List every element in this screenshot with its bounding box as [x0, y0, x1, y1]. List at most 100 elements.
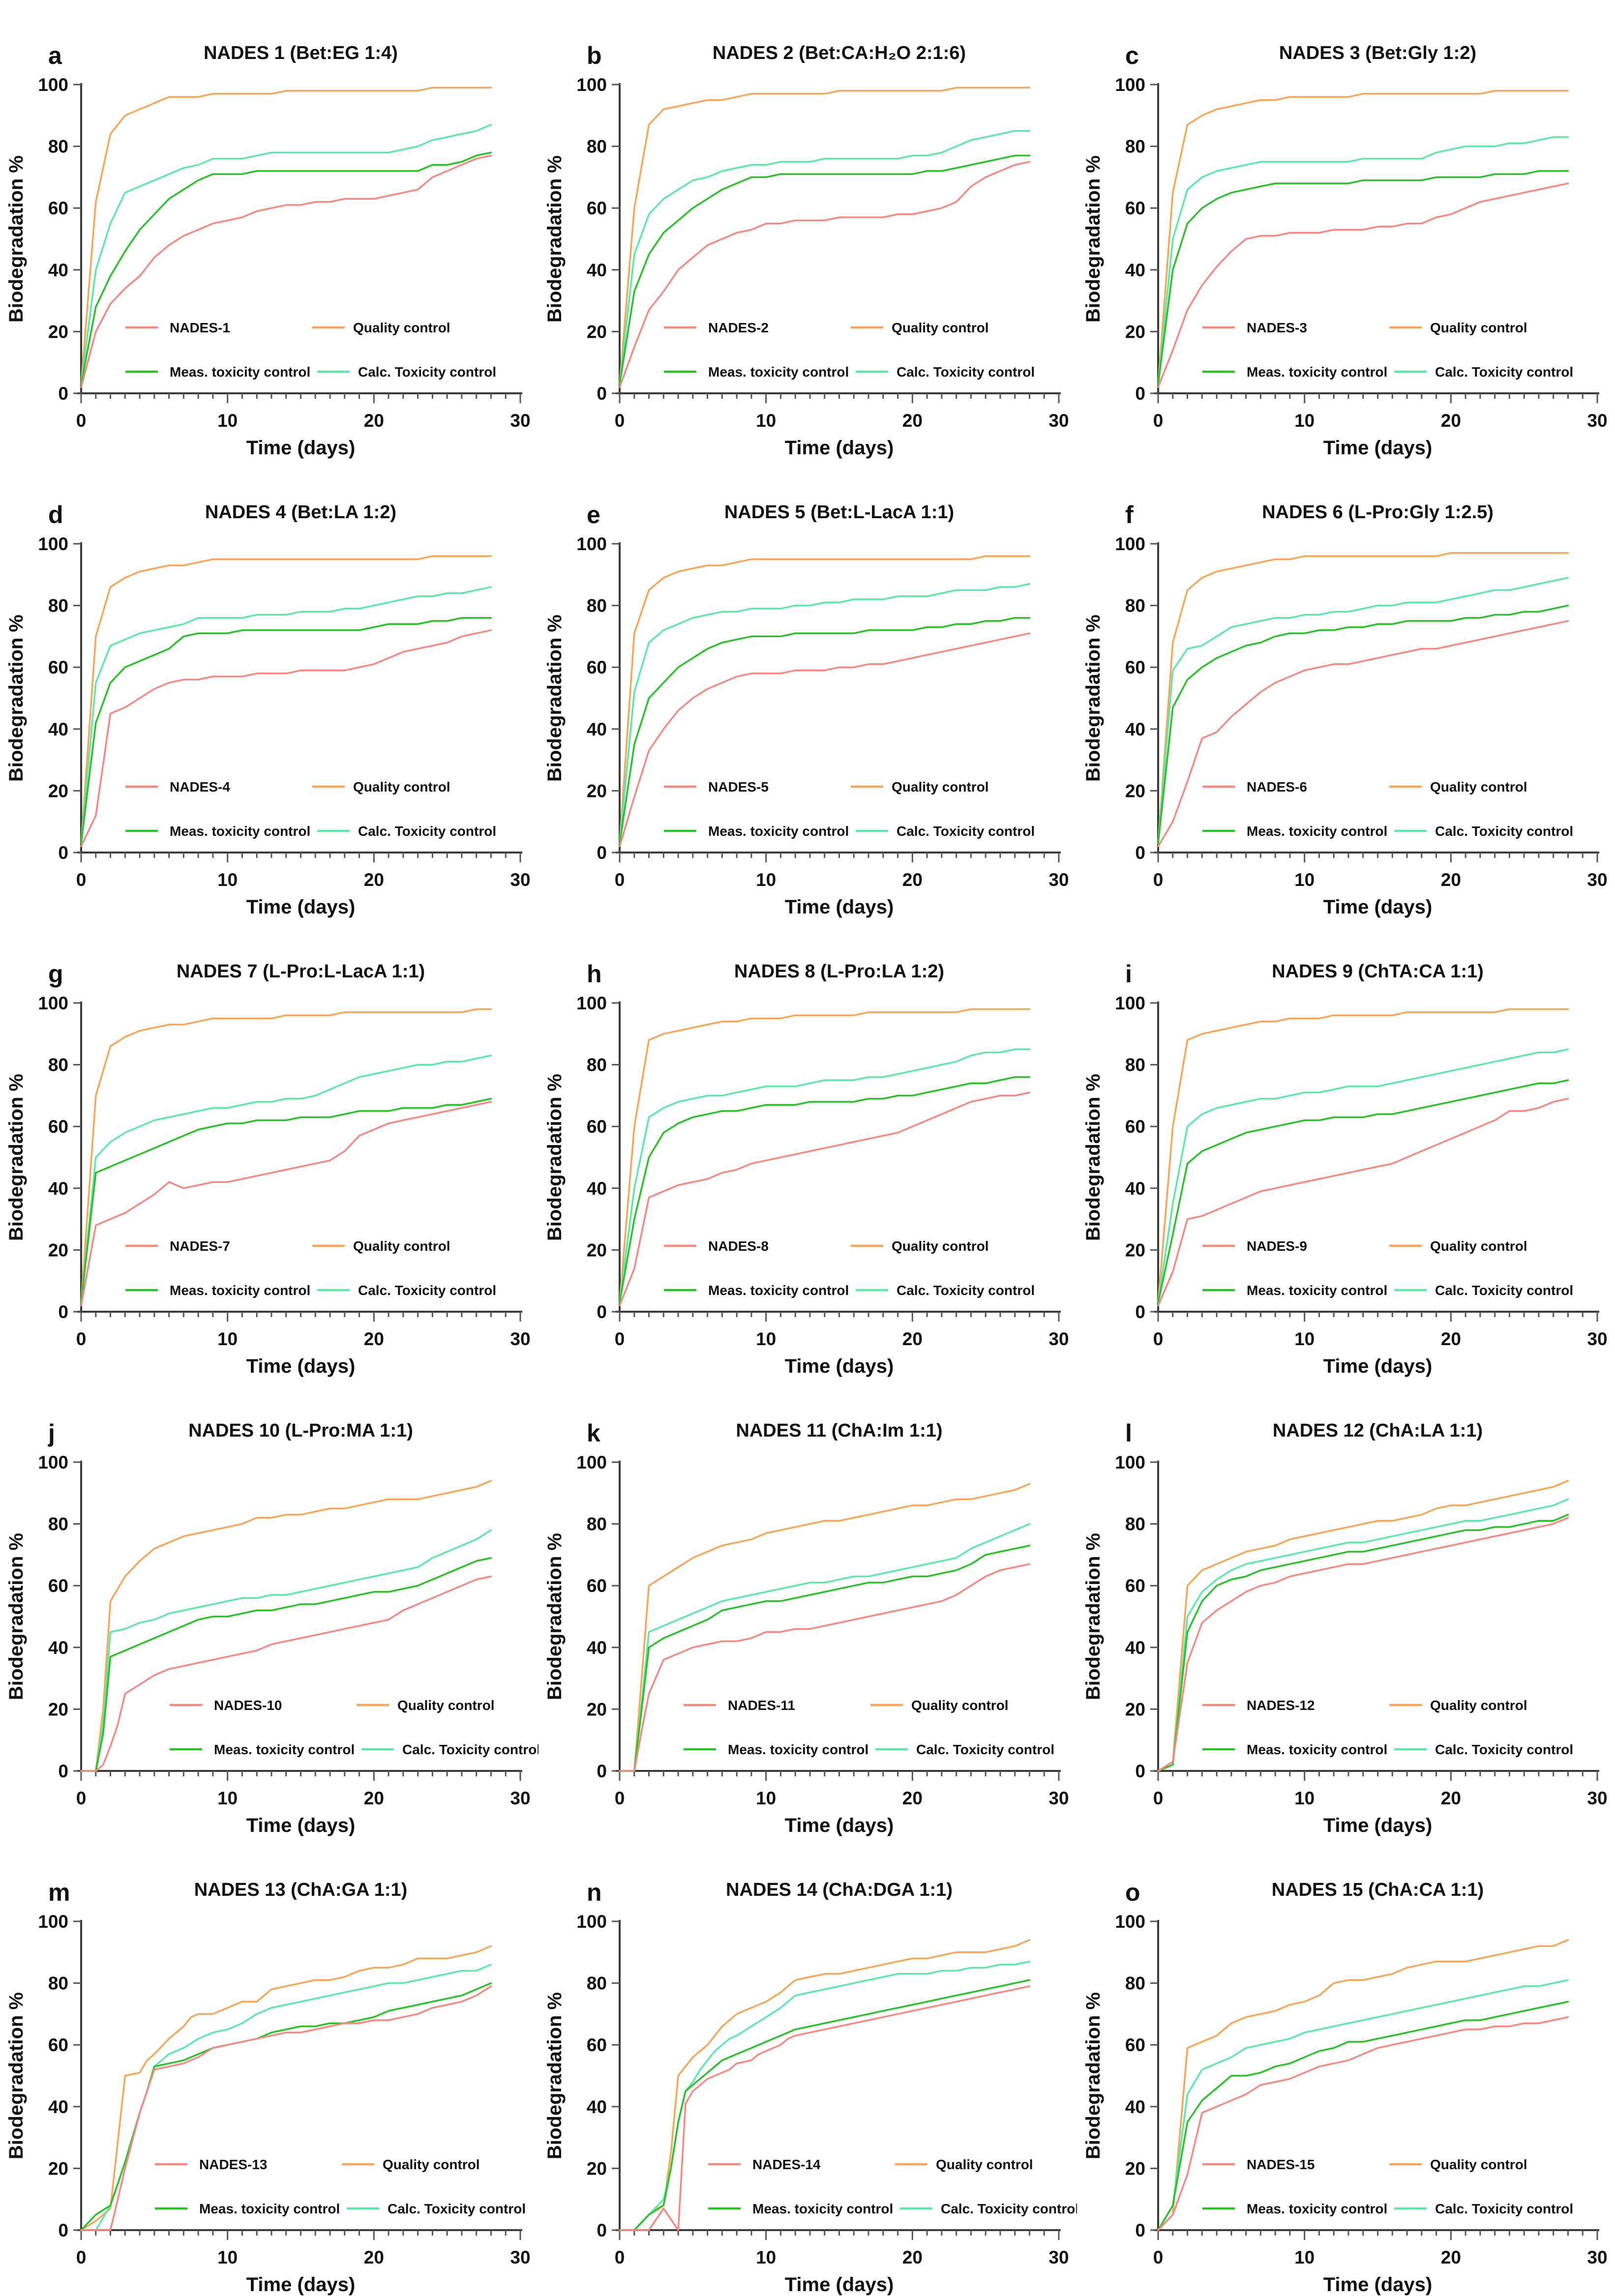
y-tick-label: 0 — [597, 1761, 607, 1781]
y-tick-label: 40 — [1125, 1638, 1145, 1658]
x-axis-label: Time (days) — [1323, 437, 1433, 459]
series-calc — [1157, 136, 1569, 385]
y-tick-label: 60 — [48, 1576, 68, 1596]
y-axis-label: Biodegradation % — [544, 1074, 566, 1241]
y-tick-label: 60 — [1125, 1576, 1145, 1596]
legend-label-nades: NADES-15 — [1247, 2157, 1315, 2172]
chart-panel-j: j NADES 10 (L-Pro:MA 1:1) 0 10 20 30 0 20 40 60 80… — [0, 1378, 538, 1837]
legend-label-meas: Meas. toxicity control — [1247, 2201, 1387, 2216]
y-tick-label: 20 — [1125, 1699, 1145, 1719]
y-tick-label: 20 — [1125, 322, 1145, 342]
chart-panel-m: m NADES 13 (ChA:GA 1:1) 0 10 20 30 0 20 40 60 80 10… — [0, 1837, 538, 2296]
legend-label-calc: Calc. Toxicity control — [1435, 824, 1573, 839]
x-tick-label: 30 — [1587, 411, 1607, 431]
legend-label-meas: Meas. toxicity control — [214, 1742, 355, 1757]
series-quality — [619, 1008, 1031, 1303]
chart-panel-d: d NADES 4 (Bet:LA 1:2) 0 10 20 30 0 20 40 60 80 100… — [0, 459, 538, 918]
series-quality — [619, 87, 1031, 385]
axes — [1154, 1920, 1599, 2231]
series-calc — [619, 1048, 1031, 1303]
y-axis-label: Biodegradation % — [1082, 1992, 1104, 2159]
series-meas — [80, 151, 492, 385]
y-axis-label: Biodegradation % — [544, 1533, 566, 1700]
legend-label-meas: Meas. toxicity control — [1247, 364, 1387, 380]
panel-letter: l — [1125, 1419, 1132, 1447]
y-tick-label: 60 — [48, 2035, 68, 2055]
legend-label-meas: Meas. toxicity control — [170, 364, 310, 380]
chart-title: NADES 6 (L-Pro:Gly 1:2.5) — [1262, 502, 1494, 523]
chart-title: NADES 8 (L-Pro:LA 1:2) — [734, 961, 944, 982]
y-tick-label: 60 — [1125, 198, 1145, 218]
legend-label-quality: Quality control — [1430, 779, 1527, 795]
chart-title: NADES 11 (ChA:Im 1:1) — [736, 1420, 942, 1441]
x-axis-label: Time (days) — [246, 896, 356, 918]
x-tick-label: 30 — [1048, 1329, 1069, 1349]
y-tick-label: 40 — [1125, 719, 1145, 739]
legend-label-quality: Quality control — [397, 1698, 495, 1713]
x-axis-label: Time (days) — [785, 896, 894, 918]
legend-label-quality: Quality control — [1430, 2157, 1527, 2172]
x-tick-label: 20 — [364, 1329, 384, 1349]
x-tick-label: 30 — [1587, 2247, 1607, 2267]
series-calc — [1157, 1048, 1569, 1303]
x-tick-label: 0 — [76, 2247, 87, 2267]
series-quality — [80, 555, 492, 844]
y-tick-label: 100 — [1115, 1912, 1145, 1932]
legend-label-nades: NADES-3 — [1247, 320, 1307, 335]
y-tick-label: 20 — [1125, 2158, 1145, 2178]
y-tick-label: 80 — [1125, 137, 1145, 157]
legend-label-nades: NADES-9 — [1247, 1238, 1307, 1254]
x-tick-label: 20 — [902, 870, 923, 890]
y-tick-label: 80 — [587, 137, 607, 157]
y-tick-label: 20 — [48, 1699, 68, 1719]
legend-label-meas: Meas. toxicity control — [1247, 824, 1387, 839]
series-meas — [619, 1979, 1031, 2231]
legend-label-quality: Quality control — [353, 1238, 450, 1254]
series-nades — [1157, 1097, 1569, 1307]
legend-label-nades: NADES-10 — [214, 1698, 282, 1713]
y-tick-label: 40 — [48, 1638, 68, 1658]
x-tick-label: 10 — [1294, 411, 1315, 431]
x-axis-label: Time (days) — [1323, 1355, 1433, 1377]
chart-panel-n: n NADES 14 (ChA:DGA 1:1) 0 10 20 30 0 20 40 60 80 1… — [538, 1837, 1077, 2296]
legend-label-meas: Meas. toxicity control — [708, 824, 849, 839]
y-tick-label: 40 — [587, 2097, 607, 2117]
y-tick-label: 0 — [58, 1761, 68, 1781]
y-axis-label: Biodegradation % — [5, 615, 27, 782]
series-calc — [1157, 577, 1569, 844]
line-chart-k: k NADES 11 (ChA:Im 1:1) 0 10 20 30 0 20 40 60 80 10… — [544, 1419, 1069, 1836]
x-axis-label: Time (days) — [246, 1355, 356, 1377]
x-axis-label: Time (days) — [1323, 2274, 1433, 2296]
x-tick-label: 10 — [1294, 1788, 1315, 1808]
series-nades — [619, 1985, 1031, 2231]
x-tick-label: 20 — [1441, 1788, 1461, 1808]
series-quality — [80, 1008, 492, 1303]
x-tick-label: 20 — [1441, 2247, 1461, 2267]
chart-title: NADES 13 (ChA:GA 1:1) — [194, 1880, 408, 1900]
series-meas — [1157, 1514, 1569, 1772]
y-tick-label: 100 — [1115, 534, 1145, 554]
series-calc — [80, 1964, 492, 2231]
x-tick-label: 10 — [756, 1329, 776, 1349]
y-tick-label: 40 — [48, 1178, 68, 1199]
y-tick-label: 60 — [48, 198, 68, 218]
y-tick-label: 40 — [48, 719, 68, 739]
line-chart-e: e NADES 5 (Bet:L-LacA 1:1) 0 10 20 30 0 20 40 60 8… — [544, 501, 1069, 918]
y-tick-label: 60 — [48, 657, 68, 677]
x-tick-label: 20 — [902, 411, 923, 431]
y-tick-label: 60 — [1125, 657, 1145, 677]
axes — [77, 1461, 522, 1772]
x-tick-label: 20 — [364, 1788, 384, 1808]
y-tick-label: 0 — [597, 2220, 607, 2240]
series-meas — [1157, 2001, 1569, 2231]
y-tick-label: 0 — [1135, 1761, 1145, 1781]
series-nades — [619, 632, 1031, 848]
x-tick-label: 30 — [1048, 1788, 1069, 1808]
y-tick-label: 0 — [58, 2220, 68, 2240]
line-chart-d: d NADES 4 (Bet:LA 1:2) 0 10 20 30 0 20 40 60 80 100… — [5, 501, 531, 918]
legend-label-quality: Quality control — [383, 2157, 480, 2172]
x-tick-label: 10 — [756, 411, 776, 431]
y-tick-label: 0 — [58, 843, 68, 863]
y-tick-label: 100 — [576, 1452, 607, 1472]
y-axis-label: Biodegradation % — [1082, 155, 1104, 323]
